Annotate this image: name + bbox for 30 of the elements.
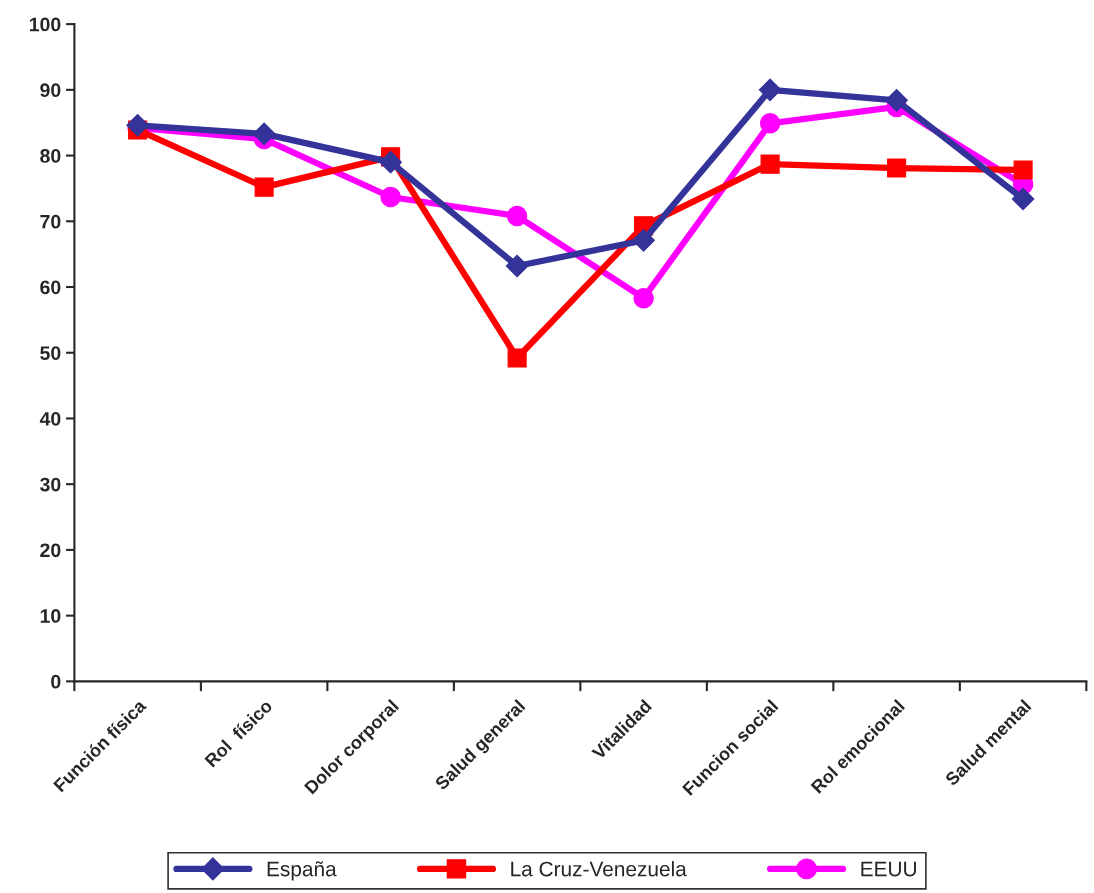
point xyxy=(507,348,527,368)
point xyxy=(254,177,274,197)
y-tick-label: 60 xyxy=(40,280,61,295)
point xyxy=(758,78,782,102)
legend-label: EEUU xyxy=(861,861,916,877)
point xyxy=(1011,187,1035,211)
y-tick-label: 50 xyxy=(40,346,61,360)
y-tick-label: 30 xyxy=(40,477,61,492)
point xyxy=(506,205,528,227)
point xyxy=(380,186,401,208)
y-tick-label: 0 xyxy=(51,674,61,689)
y-tick-label: 40 xyxy=(39,411,61,426)
y-tick-label: 10 xyxy=(40,609,61,623)
point xyxy=(633,287,654,309)
y-tick-label: 90 xyxy=(40,83,61,98)
point xyxy=(632,229,655,252)
point xyxy=(759,113,781,134)
y-tick-label: 80 xyxy=(40,149,61,163)
legend-label: España xyxy=(267,861,337,881)
y-tick-label: 100 xyxy=(29,17,61,32)
point xyxy=(252,122,276,146)
y-tick-label: 70 xyxy=(40,214,61,229)
point xyxy=(887,158,907,178)
point xyxy=(1013,160,1033,180)
point xyxy=(885,89,908,112)
legend-label: La Cruz-Venezuela xyxy=(511,861,687,877)
y-tick-label: 20 xyxy=(40,543,61,558)
point xyxy=(505,254,529,278)
point xyxy=(379,150,402,174)
point xyxy=(760,154,780,174)
